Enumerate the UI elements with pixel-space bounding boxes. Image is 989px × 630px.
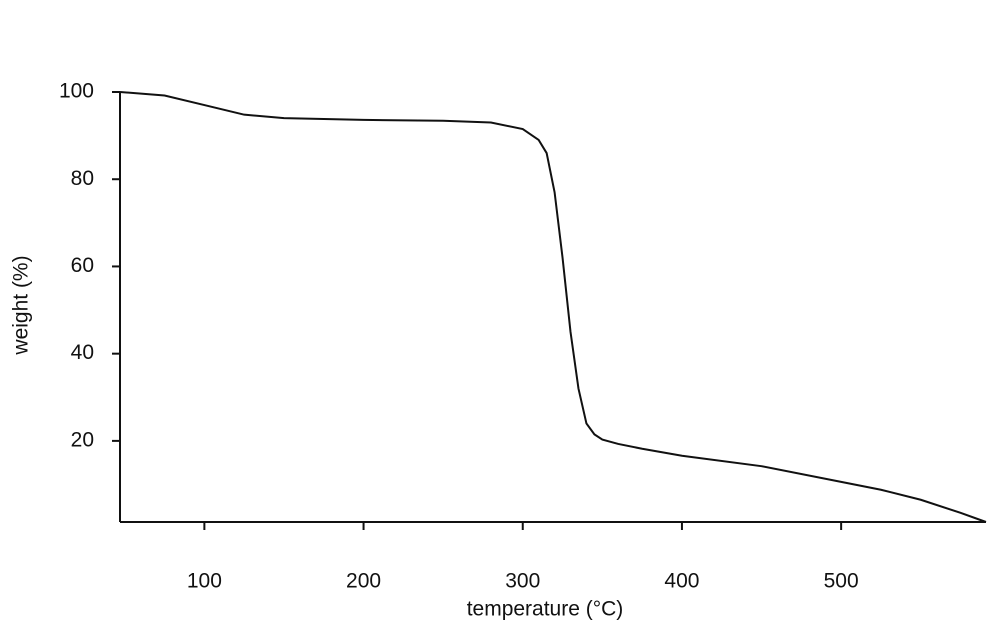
y-tick-label: 60 bbox=[71, 254, 94, 277]
x-tick-label: 300 bbox=[505, 570, 540, 593]
x-tick-label: 400 bbox=[664, 570, 699, 593]
x-tick-label: 200 bbox=[346, 570, 381, 593]
x-tick-label: 500 bbox=[824, 570, 859, 593]
x-tick-label: 100 bbox=[187, 570, 222, 593]
y-axis-label: weight (%) bbox=[10, 255, 33, 355]
y-tick-label: 40 bbox=[71, 341, 94, 364]
y-tick-label: 20 bbox=[71, 428, 94, 451]
data-line bbox=[119, 91, 987, 523]
x-axis-label: temperature (°C) bbox=[467, 598, 624, 621]
y-tick-label: 100 bbox=[59, 80, 94, 103]
y-tick-label: 80 bbox=[71, 167, 94, 190]
